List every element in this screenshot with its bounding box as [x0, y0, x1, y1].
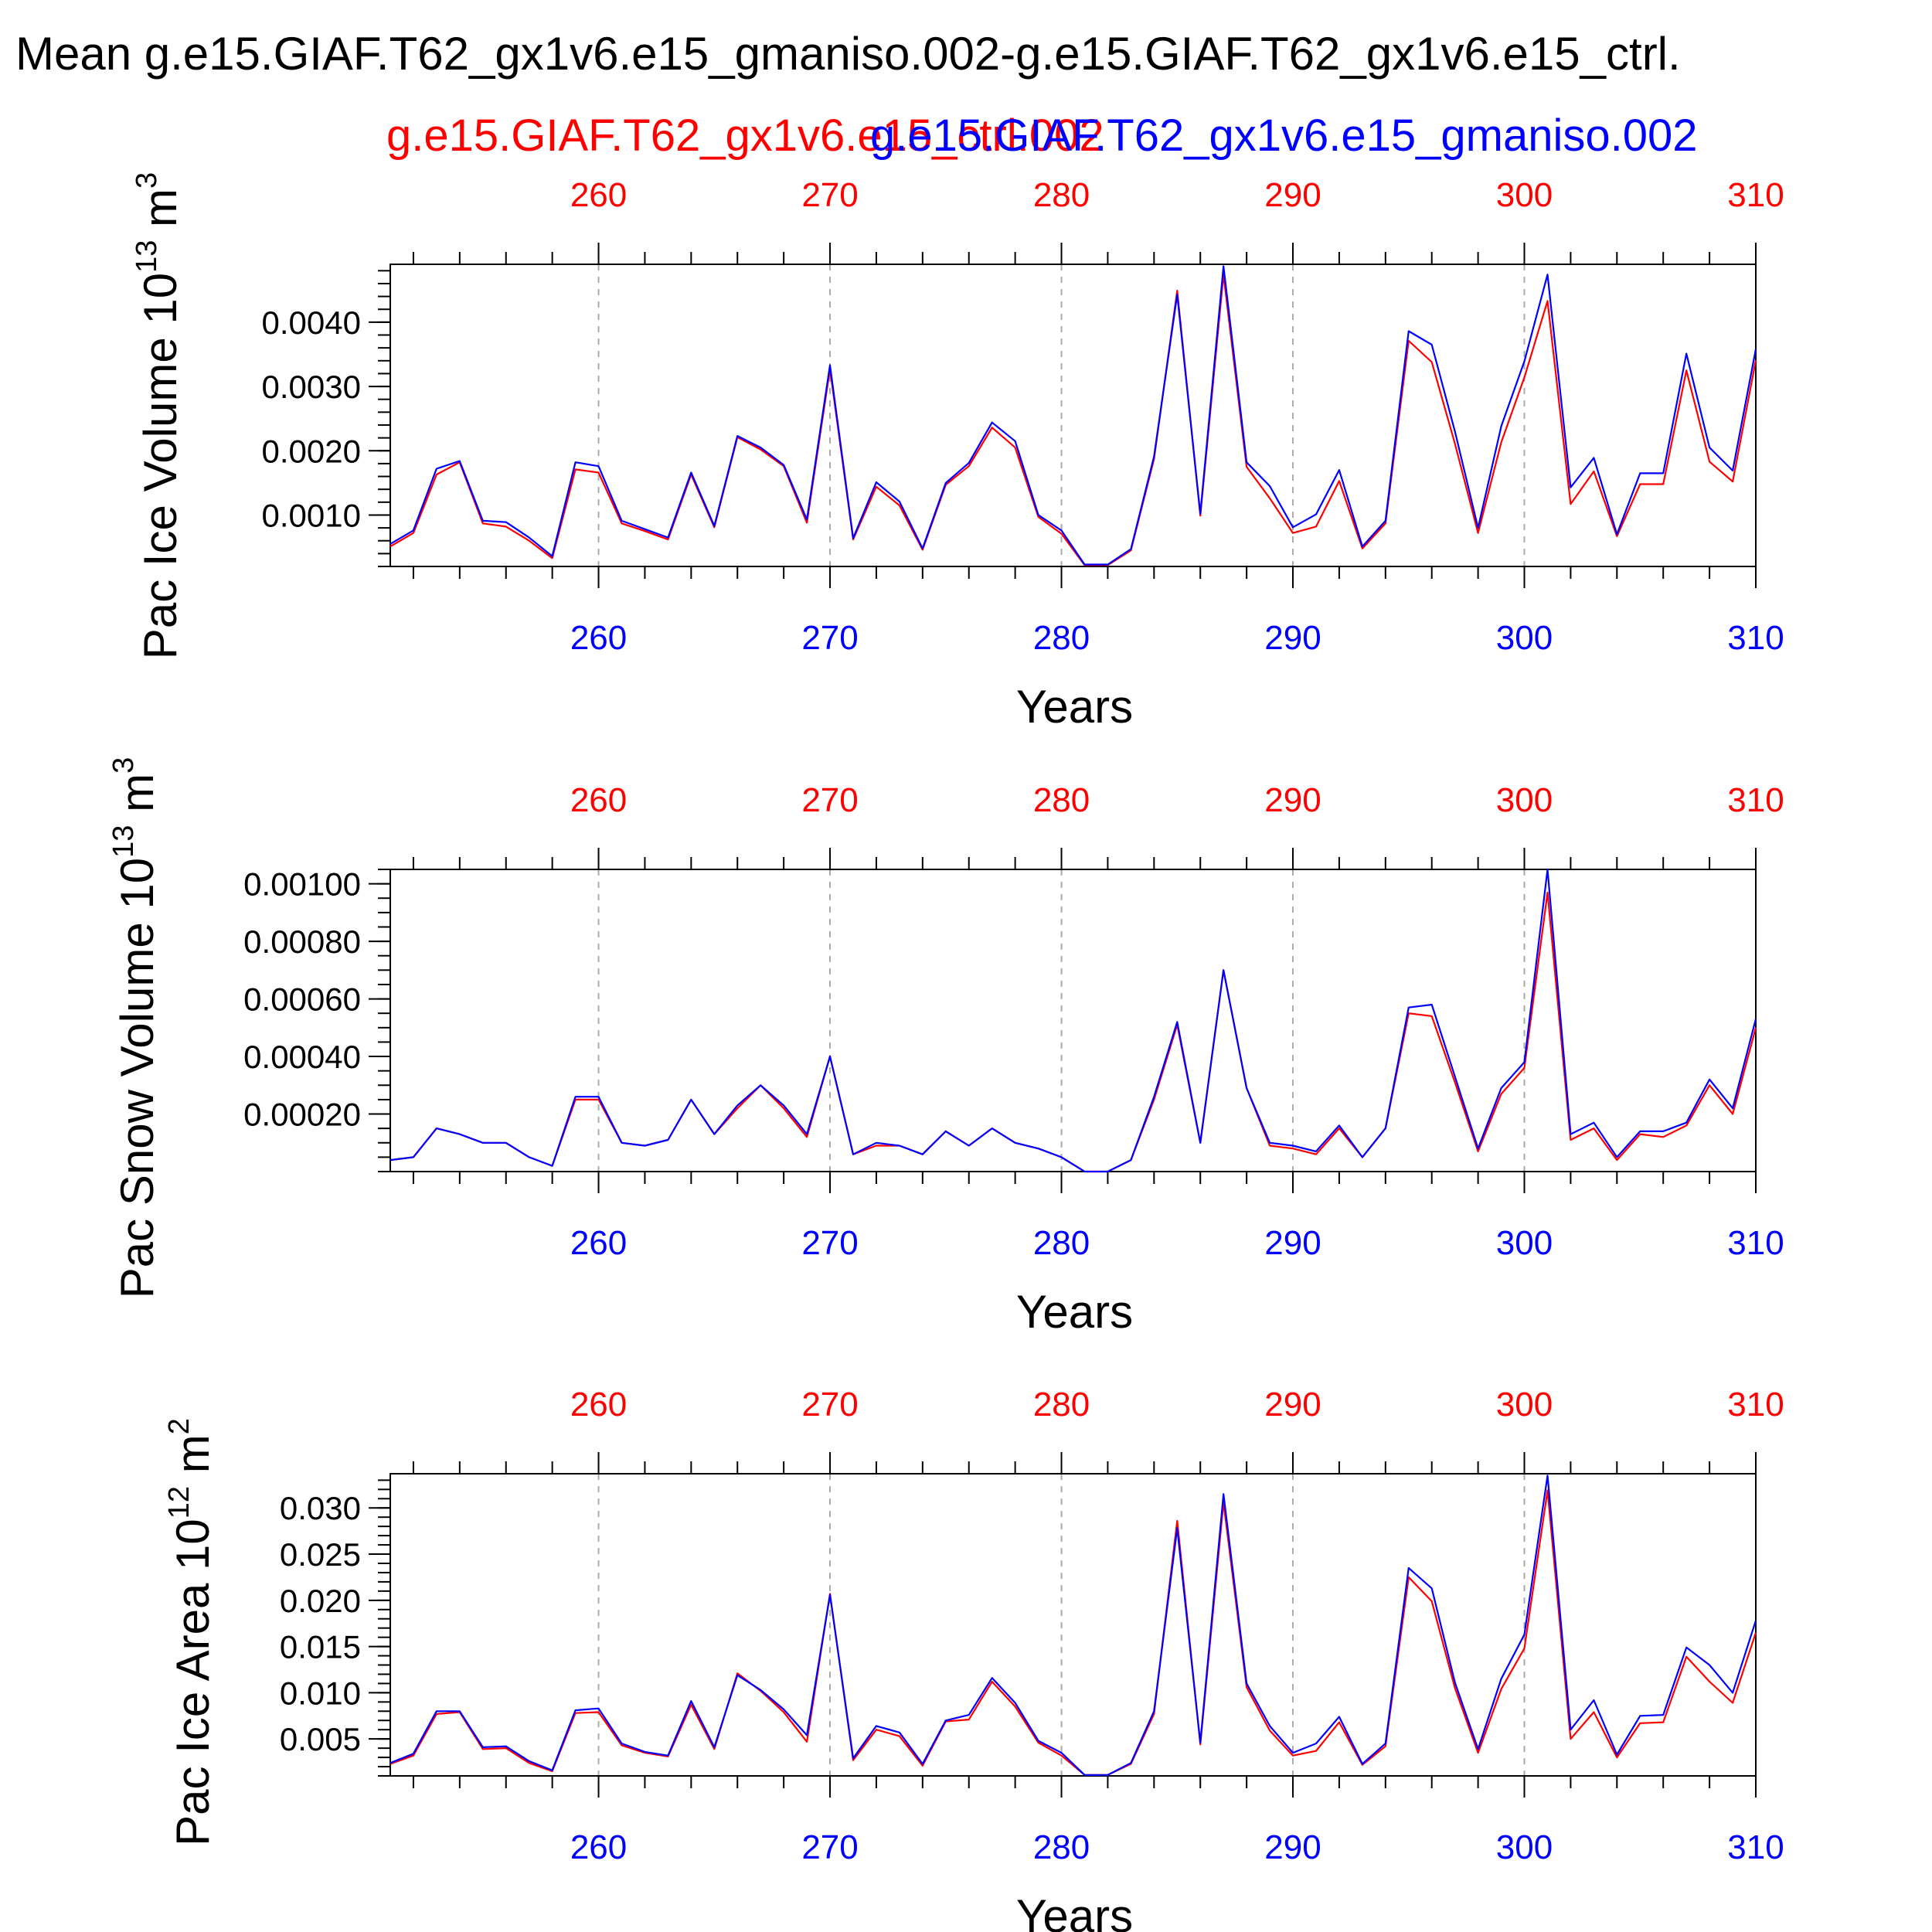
x-tick-label-top: 260: [570, 176, 627, 214]
y-axis-label: Pac Ice Area 1012 m2: [163, 1418, 219, 1846]
x-tick-label-top: 310: [1727, 1386, 1784, 1423]
x-tick-label-top: 300: [1496, 781, 1553, 819]
x-tick-label-bottom: 300: [1496, 1224, 1553, 1262]
x-tick-label-bottom: 300: [1496, 619, 1553, 657]
series-line-blue: [389, 1475, 1757, 1776]
x-tick-label-top: 280: [1033, 176, 1090, 214]
x-tick-label-top: 290: [1264, 1386, 1321, 1423]
y-tick-label: 0.025: [280, 1536, 361, 1573]
y-tick-label: 0.00060: [243, 981, 361, 1018]
y-tick-label: 0.00020: [243, 1097, 361, 1133]
x-tick-label-bottom: 270: [801, 1224, 858, 1262]
x-tick-label-bottom: 310: [1727, 1224, 1784, 1262]
x-tick-label-bottom: 260: [570, 1224, 627, 1262]
x-tick-label-top: 300: [1496, 176, 1553, 214]
main-title: l Mean g.e15.GIAF.T62_gx1v6.e15_gmaniso.…: [0, 28, 1681, 80]
panel-2: 0.00020 0.00040 0.00060 0.00080 0.00100 260 26…: [107, 757, 1784, 1338]
x-tick-label-bottom: 290: [1264, 1224, 1321, 1262]
x-tick-label-top: 270: [801, 781, 858, 819]
series-line-red: [389, 891, 1757, 1173]
x-tick-label-bottom: 300: [1496, 1828, 1553, 1866]
x-tick-label-bottom: 260: [570, 619, 627, 657]
x-tick-label-bottom: 260: [570, 1828, 627, 1866]
y-tick-label: 0.0040: [262, 304, 361, 341]
x-tick-label-bottom: 270: [801, 619, 858, 657]
x-tick-label-bottom: 310: [1727, 1828, 1784, 1866]
panel-1: 0.0010 0.0020 0.0030 0.0040 260 260 270 270 280 2…: [131, 172, 1784, 733]
y-tick-label: 0.030: [280, 1490, 361, 1526]
x-tick-label-top: 280: [1033, 781, 1090, 819]
legend-blue-label: g.e15.GIAF.T62_gx1v6.e15_gmaniso.002: [870, 111, 1698, 161]
x-tick-label-top: 300: [1496, 1386, 1553, 1423]
x-tick-label-top: 310: [1727, 781, 1784, 819]
x-tick-label-bottom: 280: [1033, 619, 1090, 657]
y-tick-label: 0.0030: [262, 369, 361, 405]
x-tick-label-bottom: 310: [1727, 619, 1784, 657]
y-tick-label: 0.010: [280, 1675, 361, 1711]
y-tick-label: 0.00100: [243, 866, 361, 903]
x-tick-label-bottom: 270: [801, 1828, 858, 1866]
y-tick-label: 0.005: [280, 1721, 361, 1757]
plot-frame: [389, 1473, 1757, 1777]
x-tick-label-bottom: 290: [1264, 619, 1321, 657]
series-line-blue: [389, 868, 1757, 1173]
x-tick-label-top: 270: [801, 176, 858, 214]
x-tick-label-top: 260: [570, 781, 627, 819]
panel-3: 0.005 0.010 0.015 0.020 0.025 0.030 260 260 270 2…: [163, 1386, 1784, 1932]
legend-red-label: g.e15.GIAF.T62_gx1v6.e15_ctrl.002: [386, 111, 1104, 161]
y-tick-label: 0.0020: [262, 433, 361, 469]
y-tick-label: 0.015: [280, 1629, 361, 1665]
x-axis-label: Years: [1016, 1286, 1133, 1338]
x-tick-label-top: 260: [570, 1386, 627, 1423]
x-tick-label-top: 290: [1264, 781, 1321, 819]
series-line-red: [389, 1489, 1757, 1776]
x-tick-label-bottom: 280: [1033, 1224, 1090, 1262]
y-axis-label: Pac Ice Volume 1013 m3: [131, 172, 186, 659]
chart-panels: 0.0010 0.0020 0.0030 0.0040 260 260 270 270 280 2…: [107, 172, 1784, 1932]
series-line-blue: [389, 265, 1757, 566]
x-tick-label-top: 280: [1033, 1386, 1090, 1423]
x-tick-label-bottom: 290: [1264, 1828, 1321, 1866]
x-tick-label-bottom: 280: [1033, 1828, 1090, 1866]
x-tick-label-top: 290: [1264, 176, 1321, 214]
x-axis-label: Years: [1016, 681, 1133, 733]
y-tick-label: 0.020: [280, 1583, 361, 1619]
x-axis-label: Years: [1016, 1890, 1133, 1932]
series-line-red: [389, 274, 1757, 566]
y-tick-label: 0.0010: [262, 497, 361, 533]
y-axis-label: Pac Snow Volume 1013 m3: [107, 757, 163, 1298]
x-tick-label-top: 310: [1727, 176, 1784, 214]
plot-frame: [389, 264, 1757, 567]
x-tick-label-top: 270: [801, 1386, 858, 1423]
y-tick-label: 0.00080: [243, 923, 361, 960]
y-tick-label: 0.00040: [243, 1039, 361, 1075]
